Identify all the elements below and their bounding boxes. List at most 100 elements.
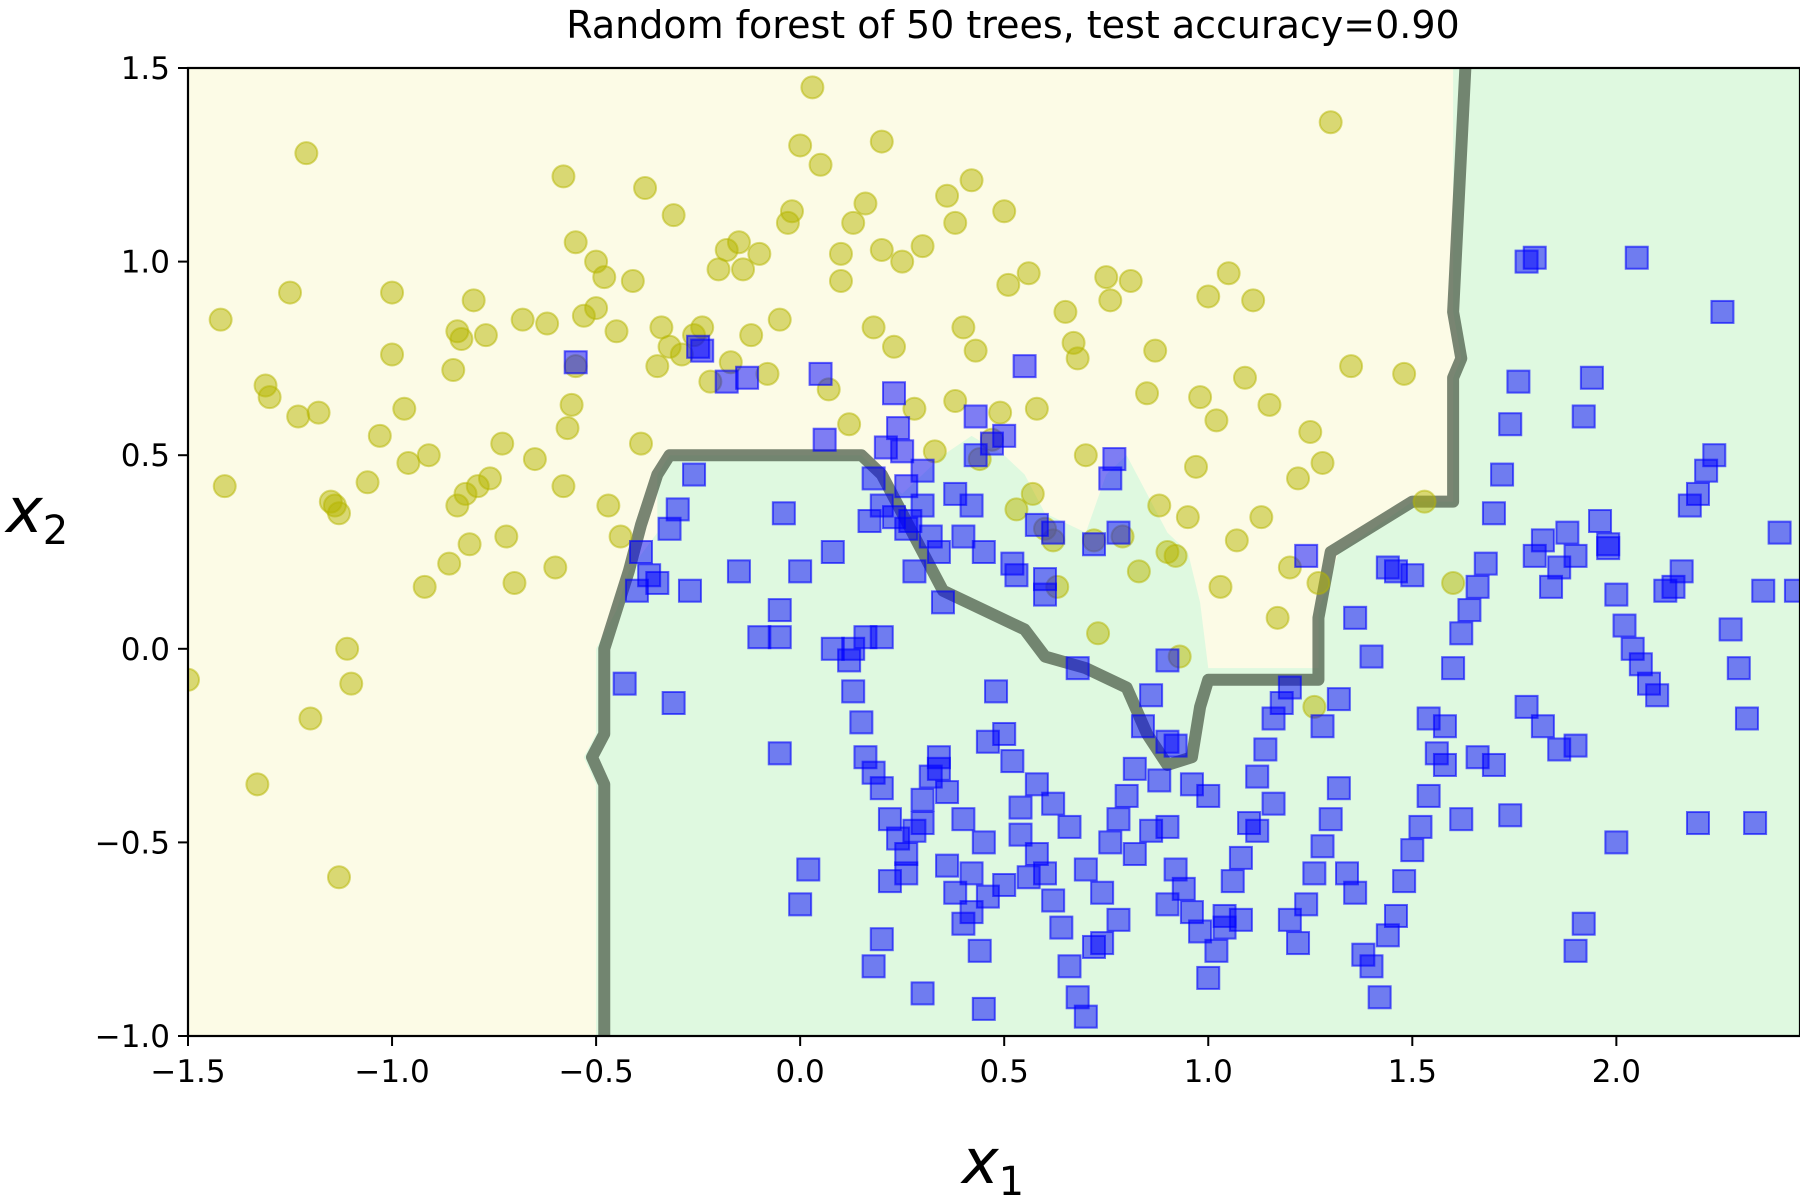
class0-point bbox=[731, 257, 756, 282]
class0-point bbox=[861, 315, 886, 340]
class1-point bbox=[910, 981, 935, 1006]
class1-point bbox=[735, 365, 760, 390]
class1-point bbox=[1375, 555, 1400, 580]
class0-point bbox=[1196, 284, 1221, 309]
class1-point bbox=[1734, 706, 1759, 731]
class1-point bbox=[1669, 559, 1694, 584]
class1-point bbox=[1571, 404, 1596, 429]
x-axis-label: x1 bbox=[960, 1125, 1024, 1200]
class1-point bbox=[682, 462, 707, 487]
class1-point bbox=[645, 570, 670, 595]
class1-point bbox=[861, 954, 886, 979]
class0-point bbox=[828, 268, 853, 293]
class1-point bbox=[943, 880, 968, 905]
class1-point bbox=[1563, 938, 1588, 963]
class1-point bbox=[1008, 795, 1033, 820]
class0-point bbox=[628, 431, 653, 456]
class0-point bbox=[294, 141, 319, 166]
class1-point bbox=[1196, 965, 1221, 990]
class0-point bbox=[1241, 288, 1266, 313]
class1-point bbox=[877, 869, 902, 894]
class1-point bbox=[1473, 551, 1498, 576]
class0-point bbox=[1306, 570, 1331, 595]
class1-point bbox=[1204, 938, 1229, 963]
class0-point bbox=[596, 493, 621, 518]
class1-point bbox=[902, 559, 927, 584]
class0-point bbox=[245, 772, 270, 797]
class1-point bbox=[971, 996, 996, 1021]
class1-point bbox=[1041, 888, 1066, 913]
class1-point bbox=[1130, 714, 1155, 739]
y-axis: −1.0 −0.5 0.0 0.5 1.0 1.5 bbox=[95, 51, 188, 1055]
class0-point bbox=[355, 470, 380, 495]
class0-point bbox=[943, 388, 968, 413]
class1-point bbox=[926, 745, 951, 770]
class0-point bbox=[1286, 466, 1311, 491]
class0-point bbox=[1126, 559, 1151, 584]
class1-point bbox=[1179, 772, 1204, 797]
class1-point bbox=[992, 423, 1017, 448]
class0-point bbox=[212, 474, 237, 499]
class0-point bbox=[449, 327, 474, 352]
class0-point bbox=[326, 501, 351, 526]
class1-point bbox=[563, 350, 588, 375]
class0-point bbox=[1204, 408, 1229, 433]
class0-point bbox=[551, 474, 576, 499]
class1-point bbox=[1783, 578, 1800, 603]
class0-point bbox=[543, 555, 568, 580]
class0-point bbox=[959, 168, 984, 193]
class1-point bbox=[1033, 567, 1058, 592]
class1-point bbox=[1743, 811, 1768, 836]
class1-point bbox=[1318, 807, 1343, 832]
class0-point bbox=[473, 323, 498, 348]
class0-point bbox=[1310, 450, 1335, 475]
class1-point bbox=[1383, 903, 1408, 928]
class0-point bbox=[853, 191, 878, 216]
class1-point bbox=[1106, 907, 1131, 932]
class1-point bbox=[1310, 834, 1335, 859]
class0-point bbox=[380, 342, 405, 367]
class1-point bbox=[1359, 644, 1384, 669]
class1-point bbox=[1588, 509, 1613, 534]
class1-point bbox=[1000, 749, 1025, 774]
class1-point bbox=[1057, 954, 1082, 979]
class1-point bbox=[1012, 354, 1037, 379]
class1-point bbox=[1326, 776, 1351, 801]
class1-point bbox=[849, 710, 874, 735]
class1-point bbox=[677, 578, 702, 603]
class0-point bbox=[1412, 489, 1437, 514]
class1-point bbox=[1571, 911, 1596, 936]
x-axis: −1.5 −1.0 −0.5 0.0 0.5 1.0 1.5 2.0 bbox=[150, 1036, 1641, 1090]
class1-point bbox=[1041, 520, 1066, 545]
class1-point bbox=[1441, 656, 1466, 681]
class1-point bbox=[1041, 791, 1066, 816]
class1-point bbox=[1008, 822, 1033, 847]
class1-point bbox=[1065, 656, 1090, 681]
class0-point bbox=[490, 431, 515, 456]
class1-point bbox=[767, 741, 792, 766]
class0-point bbox=[1249, 505, 1274, 530]
class1-point bbox=[1253, 737, 1278, 762]
class1-point bbox=[1408, 814, 1433, 839]
class1-point bbox=[1555, 520, 1580, 545]
class0-point bbox=[367, 423, 392, 448]
class1-point bbox=[771, 501, 796, 526]
class0-point bbox=[1318, 110, 1343, 135]
chart-title: Random forest of 50 trees, test accuracy… bbox=[566, 3, 1459, 47]
class0-point bbox=[1257, 392, 1282, 417]
class0-point bbox=[1147, 493, 1172, 518]
class1-point bbox=[1506, 369, 1531, 394]
class1-point bbox=[1294, 543, 1319, 568]
class0-point bbox=[563, 230, 588, 255]
class1-point bbox=[1416, 706, 1441, 731]
class1-point bbox=[1612, 613, 1637, 638]
y-tick-label: −0.5 bbox=[95, 825, 170, 861]
class1-point bbox=[1277, 675, 1302, 700]
class1-point bbox=[1024, 772, 1049, 797]
y-tick-label: −1.0 bbox=[95, 1019, 170, 1055]
class1-point bbox=[1302, 861, 1327, 886]
class1-point bbox=[1751, 578, 1776, 603]
class1-point bbox=[1710, 299, 1735, 324]
plot-frame bbox=[186, 66, 1800, 1038]
